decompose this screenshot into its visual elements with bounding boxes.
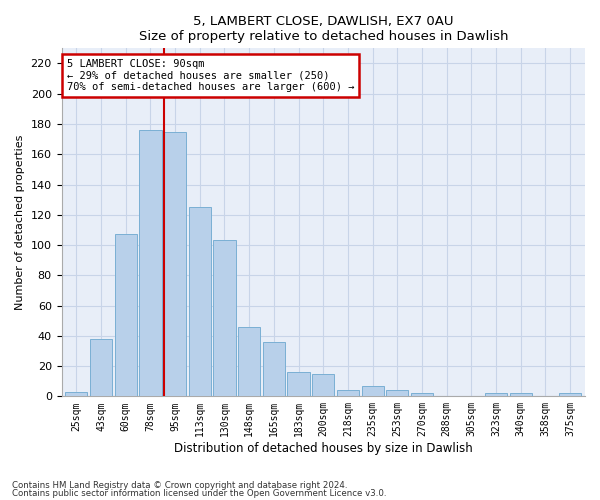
Title: 5, LAMBERT CLOSE, DAWLISH, EX7 0AU
Size of property relative to detached houses : 5, LAMBERT CLOSE, DAWLISH, EX7 0AU Size …: [139, 15, 508, 43]
Y-axis label: Number of detached properties: Number of detached properties: [15, 134, 25, 310]
Bar: [386, 390, 409, 396]
Bar: [164, 132, 186, 396]
Bar: [509, 394, 532, 396]
Text: Contains HM Land Registry data © Crown copyright and database right 2024.: Contains HM Land Registry data © Crown c…: [12, 480, 347, 490]
Bar: [485, 394, 507, 396]
Text: 5 LAMBERT CLOSE: 90sqm
← 29% of detached houses are smaller (250)
70% of semi-de: 5 LAMBERT CLOSE: 90sqm ← 29% of detached…: [67, 59, 354, 92]
Bar: [139, 130, 161, 396]
Bar: [65, 392, 88, 396]
Bar: [115, 234, 137, 396]
Bar: [559, 394, 581, 396]
Bar: [214, 240, 236, 396]
Bar: [188, 207, 211, 396]
Bar: [411, 394, 433, 396]
Bar: [362, 386, 384, 396]
X-axis label: Distribution of detached houses by size in Dawlish: Distribution of detached houses by size …: [174, 442, 473, 455]
Bar: [287, 372, 310, 396]
Bar: [90, 339, 112, 396]
Text: Contains public sector information licensed under the Open Government Licence v3: Contains public sector information licen…: [12, 489, 386, 498]
Bar: [263, 342, 285, 396]
Bar: [337, 390, 359, 396]
Bar: [238, 326, 260, 396]
Bar: [312, 374, 334, 396]
